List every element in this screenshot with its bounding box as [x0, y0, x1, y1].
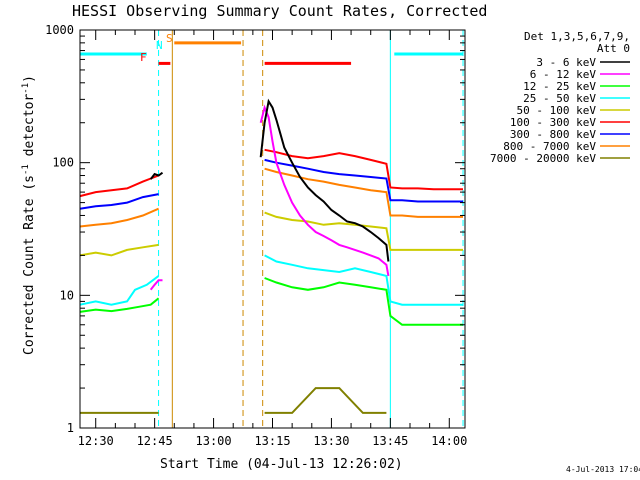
y-axis-label: Corrected Count Rate (s-1 detector-1) [21, 75, 37, 355]
axes [79, 29, 466, 429]
x-tick-label: 13:45 [372, 434, 408, 448]
x-tick-label: 13:00 [196, 434, 232, 448]
series-line [79, 243, 159, 257]
series-line [264, 158, 463, 203]
legend-label: 7000 - 20000 keV [490, 152, 596, 165]
series-line [264, 148, 463, 191]
y-tick-label: 100 [52, 156, 74, 170]
series-line [79, 193, 159, 210]
timestamp: 4-Jul-2013 17:04 [566, 465, 640, 474]
series-line [149, 171, 164, 180]
y-tick-labels: 1 10 100 1000 [45, 23, 74, 435]
series-line [264, 167, 463, 218]
flag-annotation: F [140, 51, 147, 64]
plot-frame [79, 29, 466, 429]
y-tick-label: 1 [67, 421, 74, 435]
legend-label: 100 - 300 keV [510, 116, 596, 129]
series-line [149, 279, 163, 291]
series-line [264, 211, 463, 251]
series-line [79, 174, 159, 198]
x-tick-labels: 12:30 12:45 13:00 13:15 13:30 13:45 14:00 [78, 434, 468, 448]
x-tick-label: 13:15 [254, 434, 290, 448]
y-tick-label: 10 [60, 288, 74, 302]
x-tick-label: 12:45 [137, 434, 173, 448]
flag-annotation: S [166, 32, 173, 45]
series-line [264, 387, 387, 414]
chart-title: HESSI Observing Summary Count Rates, Cor… [72, 2, 487, 20]
series-line [79, 297, 160, 313]
data-series [79, 98, 463, 414]
series-line [79, 207, 159, 228]
x-tick-label: 13:30 [313, 434, 349, 448]
legend-label: 3 - 6 keV [536, 56, 596, 69]
series-line [264, 254, 463, 306]
legend-label: 12 - 25 keV [523, 80, 596, 93]
series-line [79, 275, 160, 306]
legend-header-line: Det 1,3,5,6,7,9, [524, 30, 630, 43]
series-line [264, 277, 463, 326]
series-line [259, 98, 390, 262]
flag-annotation: N [156, 39, 163, 52]
flag-bars: FNS [80, 32, 464, 65]
y-tick-label: 1000 [45, 23, 74, 37]
legend-label: 50 - 100 keV [517, 104, 597, 117]
legend-label: 6 - 12 keV [530, 68, 597, 81]
x-tick-label: 14:00 [431, 434, 467, 448]
legend-label: 25 - 50 keV [523, 92, 596, 105]
x-axis-label: Start Time (04-Jul-13 12:26:02) [160, 457, 403, 472]
legend-label: 800 - 7000 keV [503, 140, 596, 153]
series-line [259, 104, 390, 277]
legend-header-line: Att 0 [597, 42, 630, 55]
plot-area [158, 30, 464, 428]
x-tick-label: 12:30 [78, 434, 114, 448]
legend-label: 300 - 800 keV [510, 128, 596, 141]
